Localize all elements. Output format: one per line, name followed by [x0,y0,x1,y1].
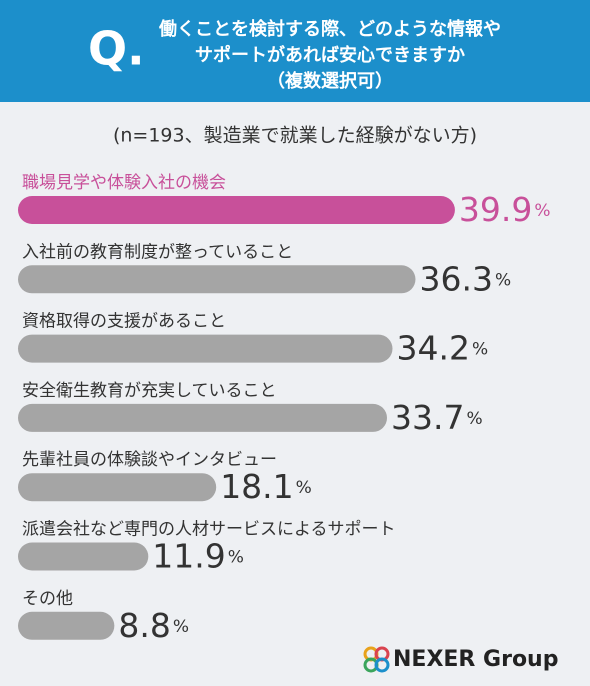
value-label: 33.7% [391,397,483,436]
logo: NEXER Group [363,646,558,673]
value-unit: % [534,201,550,221]
logo-text: NEXER Group [393,647,558,672]
value-number: 36.3 [419,259,492,298]
value-number: 18.1 [220,467,293,506]
header-band [0,0,590,102]
title-line: 働くことを検討する際、どのような情報や [158,18,501,40]
value-label: 36.3% [419,259,511,298]
q-badge: Q. [88,22,145,76]
bar [18,265,416,294]
value-number: 11.9 [152,536,225,575]
bar [18,473,217,502]
value-label: 8.8% [118,605,189,644]
value-unit: % [472,340,488,360]
category-label: 先輩社員の体験談やインタビュー [22,450,277,470]
bar [18,403,388,432]
value-label: 11.9% [152,536,244,575]
value-label: 18.1% [220,467,312,506]
subtitle: (n=193、製造業で就業した経験がない方) [113,125,477,147]
category-label: 派遣会社など専門の人材サービスによるサポート [22,520,396,540]
value-number: 8.8 [118,605,170,644]
value-unit: % [173,617,189,637]
bar [18,542,149,571]
title-line: サポートがあれば安心できますか [195,44,465,66]
value-unit: % [296,478,312,498]
value-unit: % [466,409,482,429]
value-number: 39.9 [459,190,532,229]
value-unit: % [495,270,511,290]
value-label: 39.9% [459,190,551,229]
category-label: 入社前の教育制度が整っていること [22,242,293,262]
value-label: 34.2% [396,328,488,367]
category-label: 職場見学や体験入社の機会 [22,173,226,193]
bar [18,611,115,640]
value-number: 34.2 [396,328,469,367]
logo-ring [374,657,390,673]
bar [18,196,455,224]
value-unit: % [228,548,244,568]
category-label: その他 [22,589,73,609]
category-label: 資格取得の支援があること [22,312,226,332]
title-line: （複数選択可） [267,70,393,92]
bar [18,334,393,363]
category-label: 安全衛生教育が充実していること [22,381,277,401]
value-number: 33.7 [391,397,464,436]
